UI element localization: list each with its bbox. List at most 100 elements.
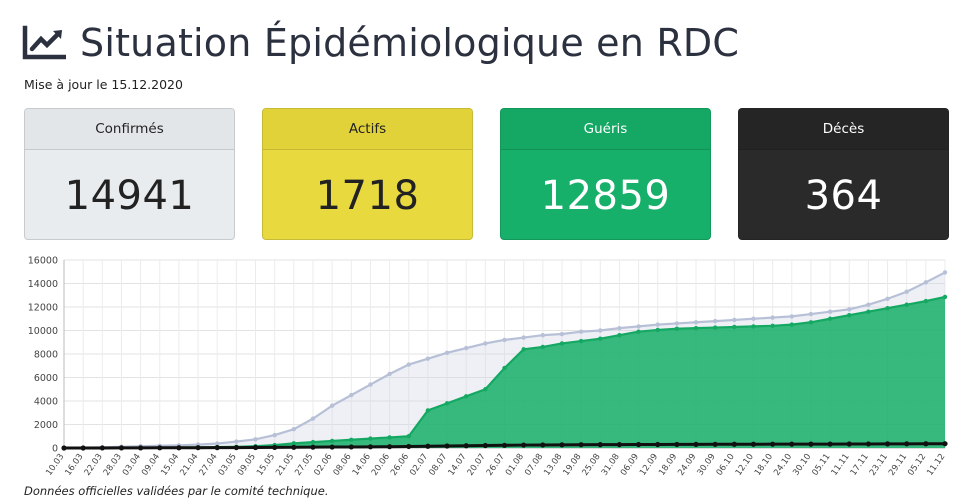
y-tick-label: 16000 (28, 256, 58, 267)
data-point-deaths (157, 445, 163, 451)
x-tick-label: 16.03 (63, 452, 85, 478)
data-point-confirmed (674, 321, 680, 326)
data-point-recovered (904, 302, 909, 307)
data-point-recovered (636, 329, 641, 334)
update-date: Mise à jour le 15.12.2020 (24, 77, 183, 92)
x-tick-label: 12.09 (638, 452, 660, 478)
card-confirmed-label: Confirmés (25, 109, 234, 150)
data-point-recovered (885, 305, 890, 311)
x-tick-label: 17.11 (849, 452, 871, 478)
data-point-confirmed (789, 314, 794, 319)
data-point-deaths (386, 444, 393, 450)
data-point-recovered (617, 333, 622, 338)
data-point-recovered (387, 435, 392, 440)
y-tick-label: 6000 (34, 373, 58, 384)
data-point-deaths (367, 444, 374, 450)
data-point-confirmed (272, 432, 277, 438)
data-point-confirmed (617, 325, 622, 331)
x-tick-label: 24.09 (676, 452, 698, 478)
data-point-deaths (195, 445, 201, 451)
data-point-confirmed (521, 335, 526, 340)
x-tick-label: 11.12 (925, 452, 947, 478)
x-tick-label: 19.08 (561, 452, 583, 478)
x-tick-label: 03.05 (217, 452, 239, 478)
data-point-confirmed (847, 307, 852, 312)
x-tick-label: 21.04 (178, 452, 200, 478)
x-tick-label: 03.04 (121, 452, 143, 478)
data-point-deaths (425, 443, 431, 449)
data-point-deaths (348, 444, 354, 450)
data-point-deaths (559, 442, 565, 448)
data-point-recovered (502, 365, 507, 371)
x-tick-label: 15.04 (159, 452, 181, 478)
data-point-deaths (808, 441, 814, 447)
x-tick-label: 07.08 (523, 452, 545, 478)
card-confirmed: Confirmés 14941 (24, 108, 235, 240)
x-tick-label: 15.05 (255, 452, 277, 478)
x-tick-label: 14.07 (446, 452, 468, 478)
data-point-recovered (789, 322, 794, 327)
x-tick-label: 29.11 (887, 452, 909, 478)
data-point-confirmed (751, 316, 756, 321)
data-point-recovered (942, 294, 948, 300)
data-point-deaths (846, 441, 852, 447)
data-point-recovered (712, 325, 718, 330)
data-point-deaths (291, 444, 297, 450)
card-recovered-label: Guéris (501, 109, 710, 150)
x-tick-label: 28.03 (102, 452, 124, 478)
data-point-deaths (693, 441, 699, 447)
x-tick-label: 05.11 (810, 452, 832, 478)
x-tick-label: 11.11 (830, 452, 852, 478)
data-point-confirmed (636, 324, 641, 329)
x-tick-label: 23.11 (868, 452, 890, 478)
data-point-confirmed (406, 362, 411, 367)
data-point-deaths (444, 443, 450, 449)
data-point-deaths (616, 441, 623, 448)
data-point-recovered (444, 401, 450, 406)
x-tick-label: 02.07 (408, 452, 430, 478)
x-tick-label: 06.10 (715, 452, 737, 478)
x-tick-label: 02.06 (312, 452, 334, 478)
data-point-recovered (425, 408, 431, 413)
data-point-deaths (99, 445, 105, 451)
data-point-recovered (674, 326, 680, 331)
data-point-deaths (521, 442, 527, 448)
y-tick-label: 12000 (28, 303, 58, 314)
data-point-deaths (578, 442, 584, 448)
data-point-deaths (138, 445, 144, 451)
data-point-recovered (751, 324, 756, 329)
data-point-deaths (463, 443, 469, 449)
data-point-recovered (559, 341, 565, 346)
data-point-recovered (463, 394, 469, 399)
x-tick-label: 08.07 (427, 452, 449, 478)
data-point-confirmed (253, 437, 258, 442)
y-tick-label: 8000 (34, 350, 58, 361)
card-active: Actifs 1718 (262, 108, 473, 240)
data-point-recovered (291, 441, 297, 446)
data-point-recovered (808, 320, 814, 325)
card-deaths-label: Décès (739, 109, 948, 150)
data-point-confirmed (387, 371, 392, 377)
data-point-deaths (884, 441, 891, 447)
data-point-recovered (483, 387, 488, 392)
data-point-deaths (501, 442, 508, 448)
y-tick-label: 14000 (28, 279, 58, 290)
data-point-recovered (540, 344, 546, 350)
data-point-confirmed (904, 289, 909, 294)
data-point-recovered (732, 324, 737, 330)
data-point-deaths (750, 441, 757, 447)
x-tick-label: 06.09 (619, 452, 641, 478)
data-point-confirmed (712, 318, 718, 324)
data-point-confirmed (808, 311, 814, 317)
x-tick-label: 14.06 (351, 452, 373, 478)
epidemic-chart: 0 2000 4000 6000 8000 10000 12000 14000 16000 10.… (18, 248, 953, 478)
chart-svg: 0 2000 4000 6000 8000 10000 12000 14000 16000 10.… (28, 256, 948, 478)
x-tick-label: 13.08 (542, 452, 564, 478)
data-point-deaths (904, 441, 910, 447)
title-row: Situation Épidémiologique en RDC (22, 16, 739, 70)
data-point-deaths (770, 441, 776, 447)
data-point-confirmed (368, 382, 373, 387)
data-point-confirmed (310, 416, 316, 421)
data-point-deaths (731, 441, 737, 447)
footnote: Données officielles validées par le comi… (24, 484, 329, 498)
